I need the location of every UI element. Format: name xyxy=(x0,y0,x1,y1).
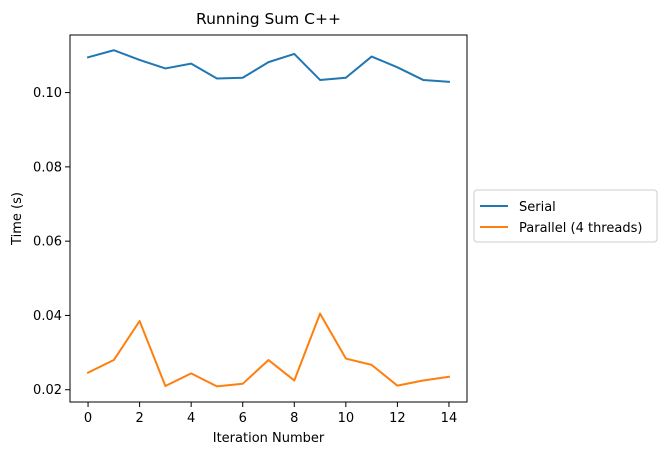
y-tick-label: 0.04 xyxy=(33,309,62,324)
y-tick-label: 0.08 xyxy=(33,160,62,175)
legend: Serial Parallel (4 threads) xyxy=(473,189,658,243)
legend-label-parallel: Parallel (4 threads) xyxy=(519,221,642,236)
y-tick-label: 0.02 xyxy=(33,383,62,398)
y-tick-label: 0.10 xyxy=(33,86,62,101)
x-tick-label: 10 xyxy=(338,411,355,426)
legend-label-serial: Serial xyxy=(519,200,556,215)
x-axis-ticks: 0 2 4 6 8 10 12 14 xyxy=(84,402,457,426)
series-layer xyxy=(86,49,451,388)
x-tick-label: 2 xyxy=(135,411,143,426)
series-line-0 xyxy=(86,49,451,83)
legend-box xyxy=(473,189,658,243)
chart-title: Running Sum C++ xyxy=(196,10,341,28)
x-axis-label: Iteration Number xyxy=(213,431,325,446)
x-tick-label: 0 xyxy=(84,411,92,426)
x-tick-label: 8 xyxy=(290,411,298,426)
series-line-1 xyxy=(86,312,451,388)
y-tick-label: 0.06 xyxy=(33,235,62,250)
y-axis-label: Time (s) xyxy=(10,192,25,246)
x-tick-label: 12 xyxy=(389,411,406,426)
x-tick-label: 14 xyxy=(441,411,458,426)
plot-frame xyxy=(69,34,468,403)
x-tick-label: 6 xyxy=(239,411,247,426)
y-axis-ticks: 0.02 0.04 0.06 0.08 0.10 xyxy=(33,86,70,398)
x-tick-label: 4 xyxy=(187,411,195,426)
